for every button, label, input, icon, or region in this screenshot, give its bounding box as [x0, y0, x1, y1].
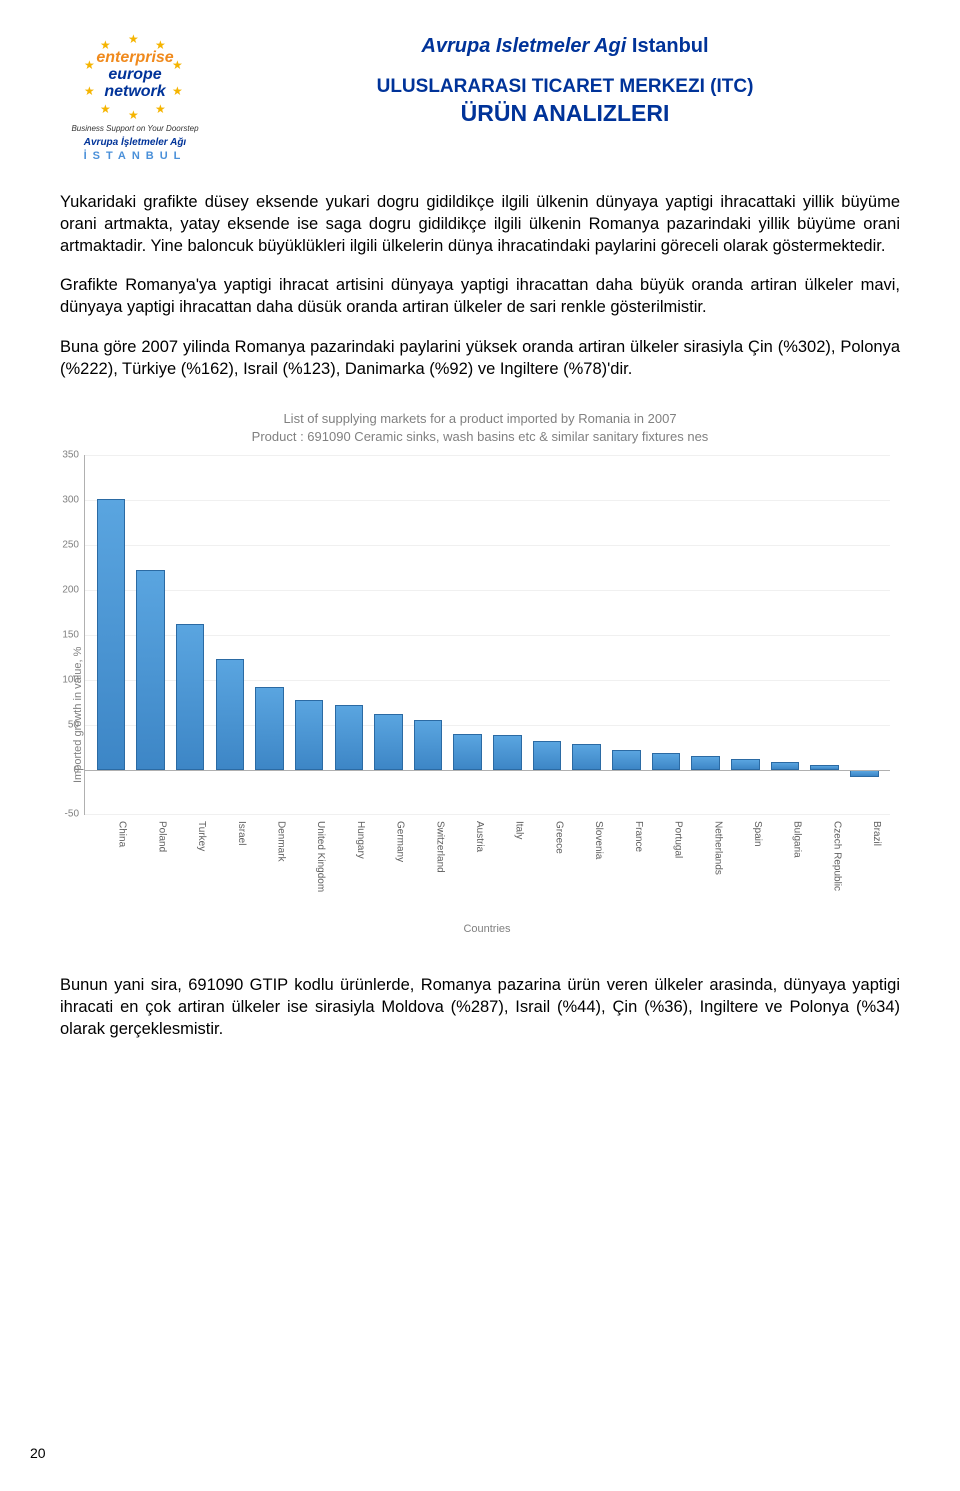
paragraph-4: Bunun yani sira, 691090 GTIP kodlu ürünl…: [60, 975, 900, 1040]
bar: [453, 734, 482, 770]
logo-word-network: network: [96, 83, 173, 100]
title-line1b: Istanbul: [632, 35, 709, 57]
title-block: Avrupa Isletmeler Agi Istanbul ULUSLARAR…: [230, 20, 900, 127]
x-tick-label: Netherlands: [688, 821, 724, 911]
logo-block: ★ ★ ★ ★ ★ ★ ★ ★ ★ ★ enterprise europe ne…: [60, 20, 210, 162]
y-axis-label: Imported growth in value, %: [70, 455, 84, 935]
bars-container: [85, 455, 890, 814]
bar-slot: [331, 455, 367, 814]
x-tick-label: Turkey: [171, 821, 207, 911]
bar: [176, 624, 205, 769]
x-tick-label: Poland: [132, 821, 168, 911]
title-line3: ÜRÜN ANALIZLERI: [230, 100, 900, 127]
x-tick-label: Czech Republic: [807, 821, 843, 911]
logo-turkish: Avrupa İşletmeler Ağı: [60, 137, 210, 148]
bar-slot: [212, 455, 248, 814]
bar-slot: [371, 455, 407, 814]
logo-word-enterprise: enterprise: [96, 50, 173, 67]
bar-slot: [410, 455, 446, 814]
y-tick: 0: [73, 764, 85, 775]
y-tick: 350: [62, 450, 85, 461]
bar: [97, 499, 126, 770]
bar-slot: [450, 455, 486, 814]
paragraph-3: Buna göre 2007 yilinda Romanya pazarinda…: [60, 337, 900, 381]
bar: [572, 744, 601, 769]
chart-plot: -50050100150200250300350: [84, 455, 890, 815]
zero-line: [85, 770, 890, 771]
bar: [850, 770, 879, 777]
x-tick-label: France: [608, 821, 644, 911]
bar-slot: [846, 455, 882, 814]
chart-title-line2: Product : 691090 Ceramic sinks, wash bas…: [70, 428, 890, 446]
bar: [216, 659, 245, 769]
y-tick: 200: [62, 585, 85, 596]
bar: [374, 714, 403, 770]
bar-slot: [609, 455, 645, 814]
x-tick-label: Brazil: [846, 821, 882, 911]
page-number: 20: [30, 1445, 46, 1461]
bar-slot: [490, 455, 526, 814]
x-tick-label: Austria: [449, 821, 485, 911]
bar-slot: [728, 455, 764, 814]
chart-block: List of supplying markets for a product …: [70, 410, 890, 935]
bar-slot: [291, 455, 327, 814]
bar-slot: [133, 455, 169, 814]
x-tick-label: Denmark: [251, 821, 287, 911]
y-tick: 100: [62, 674, 85, 685]
y-tick: 300: [62, 495, 85, 506]
x-tick-label: Bulgaria: [767, 821, 803, 911]
y-tick: 150: [62, 629, 85, 640]
bar: [612, 750, 641, 770]
title-line1a: Avrupa Isletmeler Agi: [421, 35, 626, 57]
paragraph-1: Yukaridaki grafikte düsey eksende yukari…: [60, 192, 900, 257]
bar: [295, 700, 324, 770]
paragraph-2: Grafikte Romanya'ya yaptigi ihracat arti…: [60, 275, 900, 319]
logo-word-europe: europe: [96, 67, 173, 84]
x-tick-label: China: [92, 821, 128, 911]
bar-slot: [688, 455, 724, 814]
bar: [771, 762, 800, 769]
bar-slot: [529, 455, 565, 814]
bar-slot: [569, 455, 605, 814]
bar-slot: [93, 455, 129, 814]
gridline: [85, 814, 890, 815]
bar: [652, 753, 681, 769]
bar: [414, 720, 443, 769]
y-tick: -50: [65, 809, 85, 820]
x-tick-label: Switzerland: [410, 821, 446, 911]
stars-ring: ★ ★ ★ ★ ★ ★ ★ ★ ★ ★ enterprise europe ne…: [60, 30, 210, 120]
bar-slot: [648, 455, 684, 814]
x-tick-label: Greece: [529, 821, 565, 911]
x-tick-label: Slovenia: [568, 821, 604, 911]
x-labels: ChinaPolandTurkeyIsraelDenmarkUnited Kin…: [84, 815, 890, 911]
logo-istanbul: İSTANBUL: [60, 150, 210, 162]
bar: [335, 705, 364, 770]
x-tick-label: Hungary: [330, 821, 366, 911]
x-tick-label: Spain: [727, 821, 763, 911]
bar-slot: [172, 455, 208, 814]
bar-slot: [252, 455, 288, 814]
y-tick: 250: [62, 540, 85, 551]
x-axis-label: Countries: [84, 923, 890, 935]
title-line1: Avrupa Isletmeler Agi Istanbul: [230, 35, 900, 58]
bar-slot: [767, 455, 803, 814]
bar: [136, 570, 165, 769]
bar: [691, 756, 720, 769]
title-line2: ULUSLARARASI TICARET MERKEZI (ITC): [230, 76, 900, 98]
logo-tagline: Business Support on Your Doorstep: [60, 124, 210, 133]
bar: [255, 687, 284, 770]
x-tick-label: Germany: [370, 821, 406, 911]
chart-title-line1: List of supplying markets for a product …: [70, 410, 890, 428]
x-tick-label: Portugal: [648, 821, 684, 911]
x-tick-label: United Kingdom: [291, 821, 327, 911]
bar: [493, 735, 522, 769]
chart-title: List of supplying markets for a product …: [70, 410, 890, 445]
bar: [533, 741, 562, 770]
y-tick: 50: [68, 719, 85, 730]
bar-slot: [807, 455, 843, 814]
x-tick-label: Israel: [211, 821, 247, 911]
bar: [731, 759, 760, 770]
x-tick-label: Italy: [489, 821, 525, 911]
